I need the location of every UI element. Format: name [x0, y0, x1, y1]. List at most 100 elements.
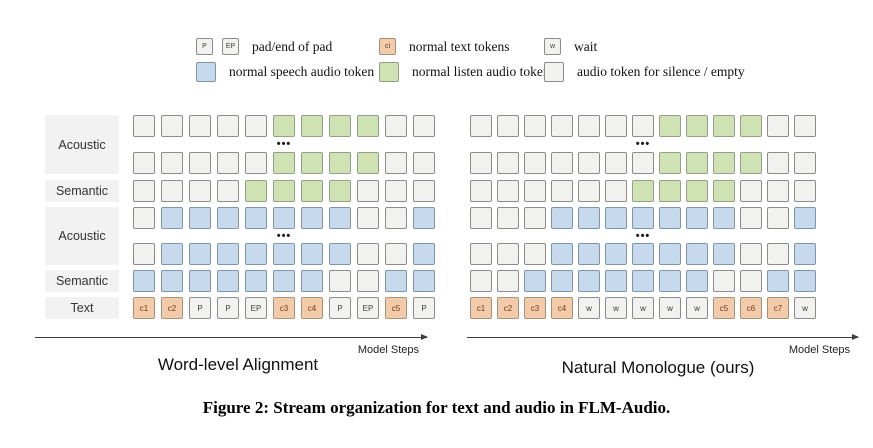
legend-item: normal speech audio token: [196, 62, 374, 82]
blue-audio-token: [413, 243, 435, 265]
empty-audio-token: [329, 270, 351, 292]
token-c6: c6: [740, 297, 762, 319]
token-c4: c4: [301, 297, 323, 319]
blue-audio-token: [189, 207, 211, 229]
blue-audio-token: [413, 207, 435, 229]
blue-audio-token: [217, 243, 239, 265]
blue-audio-token: [301, 207, 323, 229]
green-audio-token: [357, 115, 379, 137]
empty-audio-token: [551, 152, 573, 174]
empty-audio-token: [632, 115, 654, 137]
blue-audio-token: [659, 270, 681, 292]
empty-audio-token: [767, 152, 789, 174]
token-w: w: [632, 297, 654, 319]
row-label-acoustic: Acoustic: [45, 207, 119, 265]
empty-audio-token: [470, 180, 492, 202]
token-c3: c3: [524, 297, 546, 319]
legend-label: normal listen audio token: [412, 64, 550, 79]
green-audio-token: [659, 180, 681, 202]
empty-audio-token: [413, 152, 435, 174]
stream-row-3: [133, 180, 435, 202]
empty-audio-token: [497, 115, 519, 137]
empty-audio-token: [767, 180, 789, 202]
blue-audio-token: [301, 270, 323, 292]
empty-audio-token: [385, 180, 407, 202]
green-audio-token: [329, 152, 351, 174]
blue-audio-token: [385, 270, 407, 292]
empty-audio-token: [740, 270, 762, 292]
row-label-acoustic: Acoustic: [45, 115, 119, 174]
stream-row-4: [133, 207, 435, 229]
stream-row-5: [470, 243, 816, 265]
stream-row-6: [133, 270, 435, 292]
blue-audio-token: [217, 270, 239, 292]
empty-audio-token: [385, 207, 407, 229]
green-audio-token: [713, 115, 735, 137]
legend-label: wait: [574, 38, 598, 54]
empty-audio-token: [245, 152, 267, 174]
stream-row-7: c1 c2 P P EP c3 c4 P EP c5 P: [133, 297, 435, 319]
blue-audio-token: [794, 243, 816, 265]
token-p: P: [413, 297, 435, 319]
empty-audio-token: [713, 270, 735, 292]
legend-token-p-icon: P: [196, 38, 213, 55]
blue-audio-token: [161, 270, 183, 292]
diagram-natural-monologue: c1 c2 c3 c4 w w w w w c5 c6 c7 w ••• •••: [470, 0, 816, 448]
empty-audio-token: [794, 115, 816, 137]
green-audio-token: [632, 180, 654, 202]
row-label-text: Text: [45, 297, 119, 319]
empty-audio-token: [161, 115, 183, 137]
empty-audio-token: [217, 115, 239, 137]
green-audio-token: [686, 115, 708, 137]
legend-label: pad/end of pad: [252, 38, 333, 54]
green-audio-token: [740, 152, 762, 174]
empty-audio-token: [470, 152, 492, 174]
empty-audio-token: [217, 152, 239, 174]
ellipsis: •••: [635, 230, 651, 242]
token-c4: c4: [551, 297, 573, 319]
figure-caption: Figure 2: Stream organization for text a…: [202, 398, 671, 417]
stream-row-1: [470, 115, 816, 137]
token-c5: c5: [713, 297, 735, 319]
empty-audio-token: [161, 180, 183, 202]
empty-audio-token: [578, 180, 600, 202]
token-c5: c5: [385, 297, 407, 319]
legend-swatch-empty-icon: [544, 62, 564, 82]
empty-audio-token: [740, 243, 762, 265]
blue-audio-token: [551, 243, 573, 265]
blue-audio-token: [329, 207, 351, 229]
blue-audio-token: [578, 270, 600, 292]
empty-audio-token: [524, 180, 546, 202]
empty-audio-token: [217, 180, 239, 202]
ellipsis: •••: [276, 138, 292, 150]
token-w: w: [659, 297, 681, 319]
empty-audio-token: [578, 152, 600, 174]
green-audio-token: [329, 180, 351, 202]
empty-audio-token: [605, 180, 627, 202]
blue-audio-token: [329, 243, 351, 265]
empty-audio-token: [133, 180, 155, 202]
legend-swatch-blue-icon: [196, 62, 216, 82]
empty-audio-token: [551, 115, 573, 137]
right-arrow-icon: [35, 334, 428, 340]
green-audio-token: [273, 152, 295, 174]
empty-audio-token: [497, 207, 519, 229]
empty-audio-token: [357, 180, 379, 202]
empty-audio-token: [470, 270, 492, 292]
token-c2: c2: [161, 297, 183, 319]
legend-label: audio token for silence / empty: [577, 64, 745, 79]
empty-audio-token: [740, 180, 762, 202]
empty-audio-token: [189, 180, 211, 202]
empty-audio-token: [133, 152, 155, 174]
ellipsis: •••: [635, 138, 651, 150]
empty-audio-token: [357, 270, 379, 292]
green-audio-token: [273, 180, 295, 202]
row-label-semantic: Semantic: [45, 270, 119, 292]
legend-token-w-icon: w: [544, 38, 561, 55]
model-steps-axis-right: Model Steps: [467, 334, 859, 356]
blue-audio-token: [632, 243, 654, 265]
blue-audio-token: [659, 243, 681, 265]
empty-audio-token: [385, 152, 407, 174]
blue-audio-token: [245, 270, 267, 292]
blue-audio-token: [189, 270, 211, 292]
